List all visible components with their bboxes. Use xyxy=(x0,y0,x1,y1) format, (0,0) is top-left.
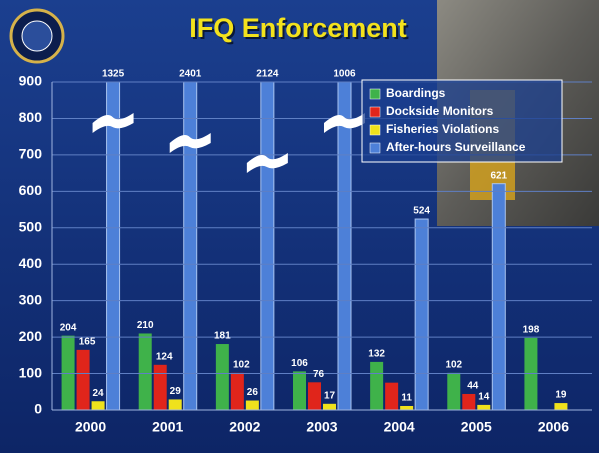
chart: IFQ Enforcement IFQ Enforcement 01002003… xyxy=(0,0,599,453)
bar xyxy=(385,383,398,410)
data-label: 2124 xyxy=(256,69,279,80)
bar xyxy=(477,405,490,410)
bar xyxy=(462,394,475,410)
legend-swatch xyxy=(370,143,380,153)
bar xyxy=(139,333,152,410)
data-label: 2401 xyxy=(179,69,202,80)
y-tick-label: 900 xyxy=(19,73,43,89)
bar xyxy=(92,401,105,410)
x-tick-label: 2005 xyxy=(461,419,492,435)
data-label: 1325 xyxy=(102,69,125,80)
bar xyxy=(400,406,413,410)
y-tick-label: 200 xyxy=(19,328,43,344)
x-tick-label: 2003 xyxy=(306,419,337,435)
legend-label: Dockside Monitors xyxy=(386,104,494,118)
bar xyxy=(492,184,505,410)
data-label: 1006 xyxy=(333,69,356,80)
data-label: 102 xyxy=(445,359,462,370)
y-tick-label: 300 xyxy=(19,291,43,307)
x-tick-label: 2002 xyxy=(229,419,260,435)
y-tick-label: 700 xyxy=(19,146,43,162)
data-label: 26 xyxy=(247,387,259,398)
data-label: 181 xyxy=(214,331,231,342)
data-label: 17 xyxy=(324,390,336,401)
bar xyxy=(338,43,351,410)
data-label: 11 xyxy=(401,393,412,404)
data-label: 76 xyxy=(313,369,325,380)
data-label: 19 xyxy=(555,390,567,401)
legend-label: After-hours Surveillance xyxy=(386,140,526,154)
bar xyxy=(169,399,182,410)
y-tick-label: 600 xyxy=(19,182,43,198)
y-tick-label: 100 xyxy=(19,364,43,380)
bar xyxy=(308,382,321,410)
bar xyxy=(447,373,460,410)
data-label: 204 xyxy=(60,322,77,333)
data-label: 524 xyxy=(413,206,430,217)
bar xyxy=(415,219,428,410)
data-label: 14 xyxy=(478,392,490,403)
x-tick-label: 2004 xyxy=(384,419,415,435)
bar xyxy=(77,350,90,410)
x-tick-label: 2000 xyxy=(75,419,106,435)
y-tick-label: 500 xyxy=(19,218,43,234)
y-tick-label: 800 xyxy=(19,109,43,125)
y-tick-label: 400 xyxy=(19,255,43,271)
y-tick-label: 0 xyxy=(34,401,42,417)
bar xyxy=(323,404,336,410)
seal-center xyxy=(22,21,52,51)
bar xyxy=(216,344,229,410)
x-tick-label: 2001 xyxy=(152,419,183,435)
legend-swatch xyxy=(370,107,380,117)
chart-title: IFQ Enforcement xyxy=(189,13,407,43)
data-label: 29 xyxy=(170,386,182,397)
data-label: 210 xyxy=(137,320,154,331)
bar xyxy=(293,371,306,410)
bar xyxy=(246,401,259,410)
data-label: 621 xyxy=(490,170,507,181)
data-label: 24 xyxy=(93,388,105,399)
legend-label: Boardings xyxy=(386,86,446,100)
data-label: 102 xyxy=(233,359,250,370)
bar xyxy=(154,365,167,410)
data-label: 198 xyxy=(523,324,540,335)
data-label: 124 xyxy=(156,351,173,362)
bar xyxy=(231,373,244,410)
bar xyxy=(554,403,567,410)
bar xyxy=(370,362,383,410)
bar xyxy=(62,336,75,410)
x-tick-label: 2006 xyxy=(538,419,569,435)
data-label: 165 xyxy=(79,337,96,348)
legend-label: Fisheries Violations xyxy=(386,122,499,136)
legend-swatch xyxy=(370,125,380,135)
data-label: 44 xyxy=(467,381,479,392)
legend-swatch xyxy=(370,89,380,99)
data-label: 132 xyxy=(368,349,385,360)
data-label: 106 xyxy=(291,358,308,369)
